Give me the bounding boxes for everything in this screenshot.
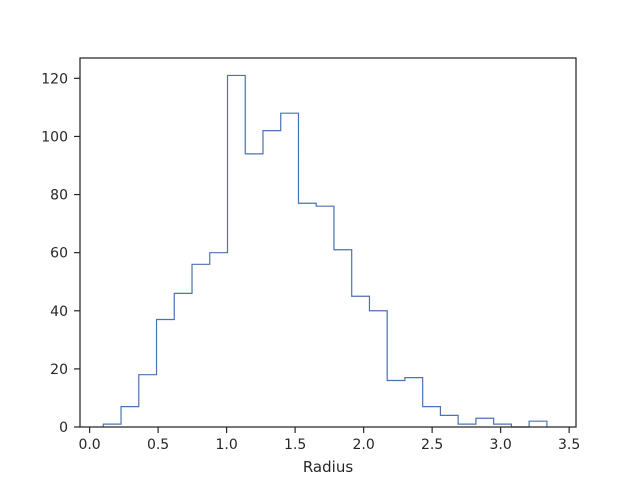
x-tick-label: 3.5 (558, 437, 580, 453)
y-tick-label: 80 (50, 188, 68, 204)
x-tick-label: 0.0 (78, 437, 100, 453)
y-axis-ticks: 0 20 40 60 80 100 120 (41, 71, 80, 436)
x-tick-label: 1.5 (284, 437, 306, 453)
x-axis-label: Radius (303, 458, 353, 476)
x-tick-label: 3.0 (490, 437, 512, 453)
y-tick-label: 0 (59, 420, 68, 436)
y-tick-label: 100 (41, 129, 68, 145)
y-tick-label: 20 (50, 362, 68, 378)
x-tick-label: 0.5 (147, 437, 169, 453)
y-tick-label: 60 (50, 246, 68, 262)
y-tick-label: 120 (41, 71, 68, 87)
x-tick-label: 2.0 (352, 437, 374, 453)
x-axis-ticks: 0.0 0.5 1.0 1.5 2.0 2.5 3.0 3.5 (78, 427, 580, 453)
histogram-step-line (102, 74, 548, 428)
plot-frame (79, 57, 577, 428)
x-tick-label: 1.0 (215, 437, 237, 453)
x-tick-label: 2.5 (421, 437, 443, 453)
y-tick-label: 40 (50, 304, 68, 320)
